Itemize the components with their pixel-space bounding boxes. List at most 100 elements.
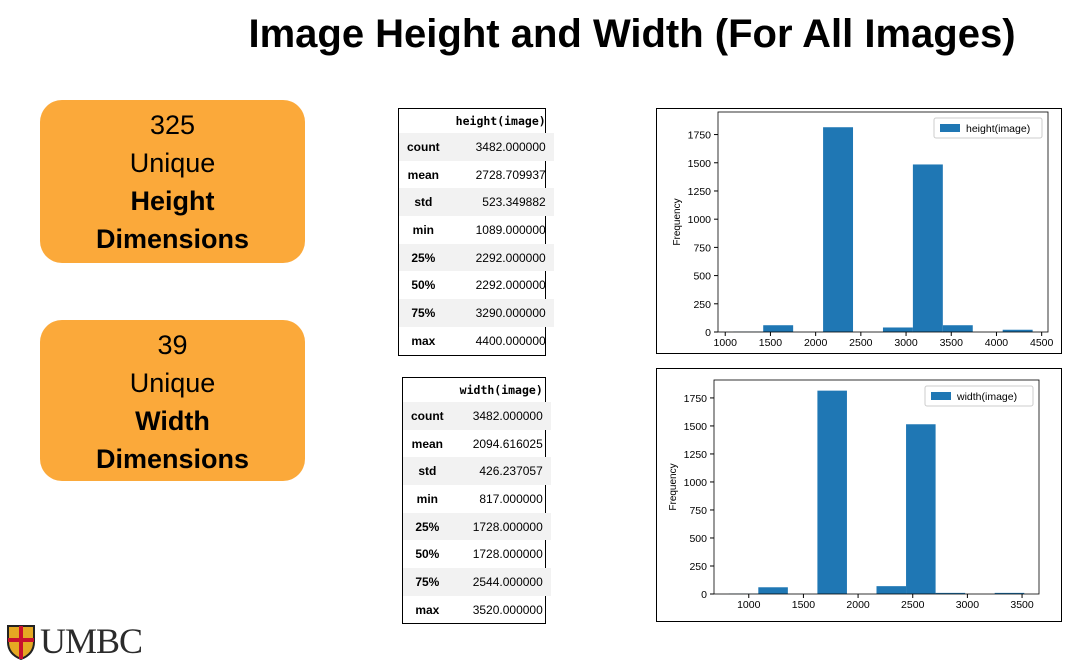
table-row: count 3482.000000 [403,402,551,430]
y-tick-label: 750 [689,505,707,517]
table-row: count 3482.000000 [399,133,554,161]
cell-value: 2728.709937 [475,167,546,182]
row-label: 50% [415,547,440,562]
cell-value: 3290.000000 [447,299,554,327]
cell-value: 1728.000000 [451,512,551,541]
box-emphasis: Dimensions [95,444,250,474]
y-tick-label: 0 [701,589,707,601]
table-row: mean 2094.616025 [403,430,551,458]
table-row: 50% 2292.000000 [399,271,554,299]
box-number: 325 [149,110,196,140]
row-label: min [416,491,438,506]
x-tick-label: 3500 [1010,599,1034,611]
box-label: Unique [129,148,216,178]
table-row: 75% 2544.000000 [403,568,551,596]
box-emphasis: Dimensions [95,224,250,254]
figure-frame [656,368,1062,622]
cell-value: 1089.000000 [475,222,546,237]
y-tick-label: 1500 [684,421,708,433]
y-tick-label: 1750 [684,393,708,405]
bar [758,587,788,594]
row-label: 75% [403,568,452,596]
y-tick-label: 0 [705,327,711,339]
row-label: mean [407,167,440,182]
header-row: height(image) [399,109,554,133]
stats-table: width(image) count 3482.000000 mean 2094.616… [402,377,551,624]
table-row: 25% 2292.000000 [399,243,554,272]
x-tick-label: 1000 [714,337,738,349]
stat-box: 39 Unique Width Dimensions [40,320,305,481]
column-header: height(image) [455,114,546,128]
x-tick-label: 3000 [894,337,918,349]
table-row: mean 2728.709937 [399,161,554,189]
y-tick-label: 1000 [684,477,708,489]
table-row: 75% 3290.000000 [399,299,554,327]
box-emphasis: Width [135,406,210,436]
x-tick-label: 4500 [1030,337,1054,349]
y-tick-label: 250 [689,561,707,573]
y-tick-label: 1000 [688,214,712,226]
logo-shield [7,625,35,660]
cell-value: 4400.000000 [475,333,546,348]
bar [912,164,943,332]
stat-box: 325 Unique Height Dimensions [40,100,305,263]
figure-frame [656,108,1062,354]
table-row: 50% 1728.000000 [403,540,551,568]
cell-value: 2292.000000 [447,243,554,272]
y-tick-label: 750 [693,242,711,254]
header-row: width(image) [403,378,551,402]
x-tick-label: 2000 [846,599,870,611]
bar [1002,329,1033,332]
y-axis-label: Frequency [672,198,683,245]
plot-frame [713,379,1040,595]
x-tick-label: 1000 [737,599,761,611]
bar [882,327,913,332]
x-tick-label: 2000 [804,337,828,349]
y-tick-label: 1250 [688,186,712,198]
legend-box [924,385,1034,407]
cell-value: 2094.616025 [472,436,543,451]
legend-label: width(image) [956,391,1017,403]
legend-swatch [931,392,951,400]
bar [906,424,936,594]
table: height(image) count 3482.000000 mean 2728.70… [399,109,554,355]
row-label: 75% [399,299,448,327]
y-tick-label: 250 [693,299,711,311]
table-row: min 1089.000000 [399,216,554,244]
box-label: Unique [129,368,216,398]
cell-value: 2292.000000 [475,278,546,293]
table-row: std 523.349882 [399,188,554,217]
row-label: count [399,133,448,161]
y-tick-label: 1250 [684,449,708,461]
row-label: std [403,457,452,486]
bar [994,592,1025,594]
bar [763,325,794,332]
row-label: std [399,188,448,217]
bar [876,586,907,594]
logo-text: UMBC [40,621,143,661]
table: width(image) count 3482.000000 mean 2094.616… [403,378,551,624]
x-tick-label: 2500 [901,599,925,611]
cell-value: 3482.000000 [451,402,551,430]
box-number: 39 [157,330,188,360]
legend-swatch [940,124,960,132]
cell-value: 523.349882 [447,188,554,217]
cell-value: 1728.000000 [472,547,543,562]
row-label: min [412,222,434,237]
row-label: max [415,602,440,617]
y-tick-label: 500 [693,271,711,283]
table-row: 25% 1728.000000 [403,512,551,541]
plot-frame [717,111,1049,333]
cell-value: 3482.000000 [447,133,554,161]
row-label: max [411,333,436,348]
x-tick-label: 3500 [940,337,964,349]
slide-title: Image Height and Width (For All Images) [248,12,1016,56]
cell-value: 817.000000 [479,491,543,506]
table-row: max 4400.000000 [399,327,554,355]
row-label: count [403,402,452,430]
bar [817,390,847,594]
y-tick-label: 500 [689,533,707,545]
y-tick-label: 1500 [688,158,712,170]
bar [823,127,854,332]
